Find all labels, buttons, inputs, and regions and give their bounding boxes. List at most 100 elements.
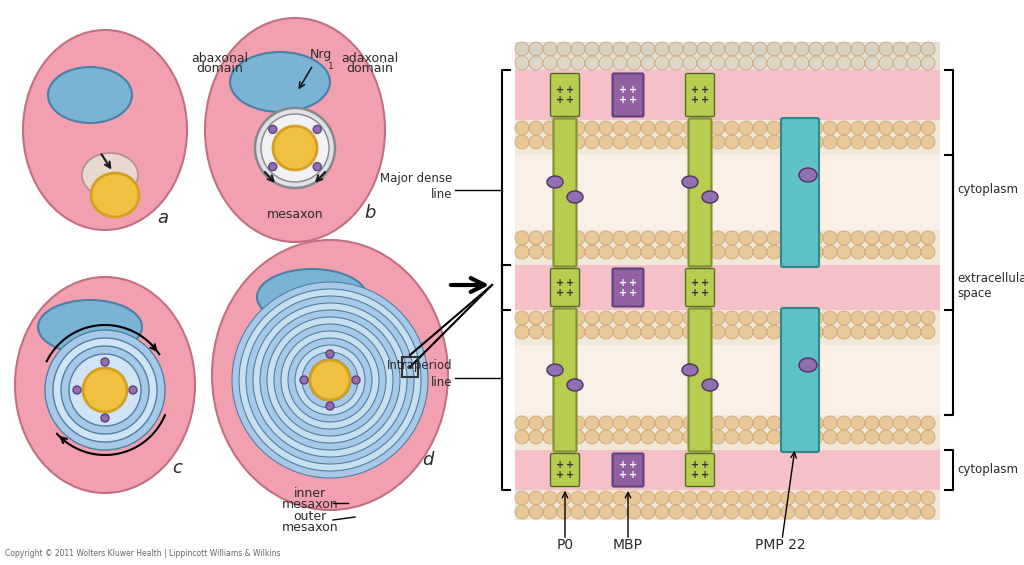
Bar <box>515 155 940 230</box>
Circle shape <box>683 231 697 245</box>
Circle shape <box>809 56 823 70</box>
Text: +: + <box>691 288 699 298</box>
Text: space: space <box>957 288 991 301</box>
Circle shape <box>543 505 557 519</box>
Circle shape <box>683 121 697 135</box>
Ellipse shape <box>257 269 367 325</box>
Circle shape <box>557 311 571 325</box>
FancyBboxPatch shape <box>551 268 580 306</box>
Circle shape <box>893 56 907 70</box>
Circle shape <box>529 42 543 56</box>
Circle shape <box>515 505 529 519</box>
Circle shape <box>571 121 585 135</box>
Text: +: + <box>691 277 699 288</box>
Circle shape <box>627 121 641 135</box>
Circle shape <box>823 121 837 135</box>
Text: mesaxon: mesaxon <box>282 521 338 534</box>
Circle shape <box>585 311 599 325</box>
Circle shape <box>571 56 585 70</box>
FancyBboxPatch shape <box>612 454 643 486</box>
Circle shape <box>655 135 669 149</box>
Circle shape <box>837 42 851 56</box>
Circle shape <box>851 42 865 56</box>
Circle shape <box>711 42 725 56</box>
Circle shape <box>627 245 641 259</box>
Circle shape <box>837 121 851 135</box>
Circle shape <box>837 325 851 339</box>
Circle shape <box>557 430 571 444</box>
Circle shape <box>851 505 865 519</box>
Circle shape <box>767 42 781 56</box>
Circle shape <box>627 56 641 70</box>
Circle shape <box>725 505 739 519</box>
Circle shape <box>61 346 150 434</box>
Circle shape <box>641 121 655 135</box>
Circle shape <box>907 42 921 56</box>
Circle shape <box>837 416 851 430</box>
Circle shape <box>557 135 571 149</box>
Circle shape <box>823 311 837 325</box>
Circle shape <box>641 416 655 430</box>
Circle shape <box>515 311 529 325</box>
Text: +: + <box>618 85 627 95</box>
Circle shape <box>739 416 753 430</box>
Circle shape <box>83 368 127 412</box>
Circle shape <box>879 56 893 70</box>
Circle shape <box>767 231 781 245</box>
Circle shape <box>613 245 627 259</box>
Circle shape <box>557 231 571 245</box>
FancyBboxPatch shape <box>551 73 580 116</box>
Text: +: + <box>556 288 564 298</box>
Circle shape <box>893 135 907 149</box>
Text: +: + <box>618 288 627 298</box>
Circle shape <box>585 325 599 339</box>
Circle shape <box>865 311 879 325</box>
Text: +: + <box>701 288 709 298</box>
Circle shape <box>907 245 921 259</box>
Text: +: + <box>566 470 574 480</box>
Circle shape <box>543 135 557 149</box>
Circle shape <box>711 245 725 259</box>
Circle shape <box>823 245 837 259</box>
Circle shape <box>795 325 809 339</box>
Circle shape <box>907 491 921 505</box>
Circle shape <box>613 491 627 505</box>
Circle shape <box>543 325 557 339</box>
Circle shape <box>725 121 739 135</box>
Circle shape <box>515 121 529 135</box>
Ellipse shape <box>82 153 138 197</box>
Circle shape <box>599 505 613 519</box>
Ellipse shape <box>23 30 187 230</box>
Circle shape <box>865 491 879 505</box>
Circle shape <box>879 505 893 519</box>
Circle shape <box>585 416 599 430</box>
Circle shape <box>781 505 795 519</box>
Circle shape <box>851 325 865 339</box>
Circle shape <box>655 245 669 259</box>
Circle shape <box>627 505 641 519</box>
Circle shape <box>711 121 725 135</box>
Circle shape <box>837 245 851 259</box>
Circle shape <box>683 416 697 430</box>
Circle shape <box>837 505 851 519</box>
Circle shape <box>543 42 557 56</box>
Circle shape <box>571 416 585 430</box>
Text: d: d <box>422 451 434 469</box>
Circle shape <box>599 231 613 245</box>
Ellipse shape <box>230 52 330 112</box>
Circle shape <box>865 416 879 430</box>
FancyBboxPatch shape <box>688 308 712 451</box>
Circle shape <box>907 325 921 339</box>
Circle shape <box>255 108 335 188</box>
Text: +: + <box>701 470 709 480</box>
Circle shape <box>711 491 725 505</box>
Circle shape <box>767 121 781 135</box>
Circle shape <box>893 491 907 505</box>
Text: +: + <box>629 470 637 480</box>
Circle shape <box>865 430 879 444</box>
Circle shape <box>515 430 529 444</box>
Circle shape <box>753 416 767 430</box>
Circle shape <box>655 325 669 339</box>
Circle shape <box>753 56 767 70</box>
Circle shape <box>921 121 935 135</box>
